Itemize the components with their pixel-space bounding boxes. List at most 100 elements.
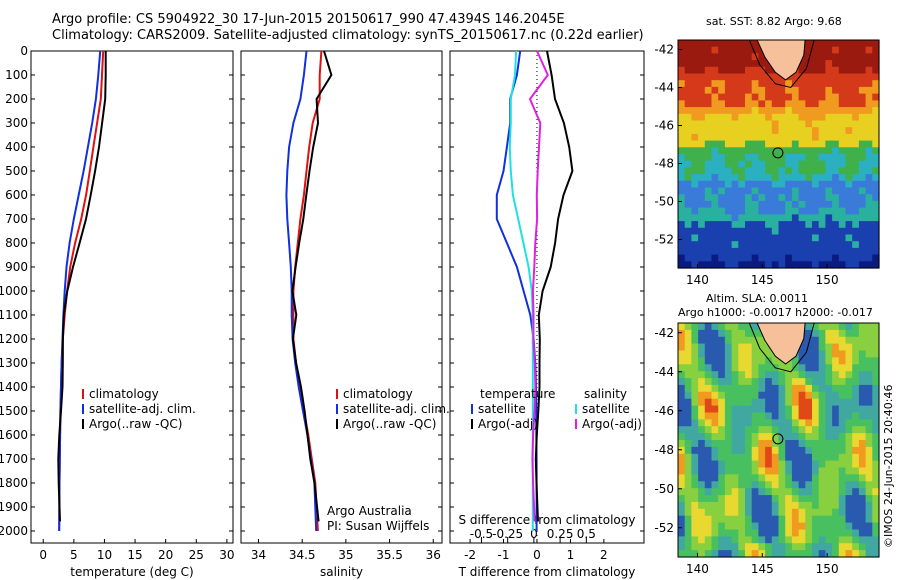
- map-cell: [731, 419, 739, 427]
- map-cell: [825, 53, 833, 61]
- map-cell: [718, 200, 726, 209]
- map-cell: [724, 336, 733, 345]
- map-cell: [738, 154, 746, 162]
- map-cell: [691, 107, 699, 115]
- lat-tick-label: -48: [654, 443, 674, 457]
- map-cell: [745, 529, 753, 537]
- map-cell: [818, 329, 826, 338]
- map-cell: [684, 536, 692, 544]
- map-cell: [872, 323, 880, 331]
- depth-tick-label: 1700: [0, 452, 28, 466]
- map-cell: [791, 147, 800, 155]
- map-cell: [745, 508, 753, 517]
- map-cell: [738, 440, 746, 448]
- map-cell: [704, 60, 713, 68]
- map-cell: [865, 93, 873, 101]
- map-cell: [845, 412, 853, 420]
- map-cell: [818, 174, 826, 182]
- lat-tick-label: -48: [654, 157, 674, 171]
- map-cell: [805, 107, 813, 115]
- map-frame: [677, 39, 880, 269]
- map-cell: [711, 66, 719, 75]
- map-cell: [852, 550, 860, 558]
- map-cell: [724, 419, 733, 427]
- map-cell: [778, 501, 786, 510]
- map-cell: [778, 495, 786, 503]
- map-cell: [852, 440, 860, 448]
- map-cell: [751, 515, 759, 524]
- map-cell: [812, 446, 820, 455]
- map-cell: [704, 323, 713, 331]
- map-cell: [845, 80, 853, 88]
- panel-temperature: 0100200300400500600700800900100011001200…: [0, 44, 235, 579]
- map-cell: [858, 329, 867, 338]
- map-cell: [785, 508, 793, 517]
- map-cell: [724, 133, 733, 142]
- map-cell: [798, 167, 806, 175]
- map-cell: [711, 241, 719, 249]
- map-cell: [691, 214, 699, 222]
- map-cell: [865, 200, 873, 209]
- map-cell: [771, 488, 780, 496]
- map-cell: [812, 440, 820, 448]
- map-cell: [745, 460, 753, 469]
- map-cell: [691, 53, 699, 61]
- map-cell: [704, 120, 713, 128]
- map-cell: [838, 508, 847, 517]
- map-cell: [812, 529, 820, 537]
- map-cell: [812, 495, 820, 503]
- s-tick-label: 0.25: [547, 527, 574, 541]
- map-cell: [684, 133, 692, 142]
- map-cell: [858, 378, 867, 386]
- map-cell: [872, 398, 880, 407]
- map-cell: [691, 419, 699, 427]
- map-cell: [832, 180, 840, 189]
- map-cell: [778, 446, 786, 455]
- map-cell: [704, 405, 713, 414]
- map-cell: [718, 398, 726, 407]
- argo-location-marker: [772, 433, 784, 445]
- map-cell: [678, 60, 686, 68]
- map-cell: [798, 227, 806, 236]
- map-cell: [805, 481, 813, 489]
- map-cell: [845, 66, 853, 75]
- map-cell: [731, 508, 739, 517]
- map-cell: [832, 501, 840, 510]
- map-cell: [711, 254, 719, 262]
- map-cell: [818, 391, 826, 400]
- map-cell: [818, 378, 826, 386]
- map-cell: [771, 113, 780, 122]
- map-cell: [798, 550, 806, 558]
- map-cell: [785, 200, 793, 209]
- map-cell: [858, 73, 867, 81]
- map-cell: [738, 66, 746, 75]
- map-cell: [704, 107, 713, 115]
- map-cell: [711, 391, 719, 400]
- map-cell: [791, 167, 800, 175]
- map-cell: [818, 46, 826, 54]
- map-cell: [698, 187, 706, 195]
- map-cell: [798, 508, 806, 517]
- map-cell: [698, 329, 706, 338]
- map-cell: [812, 460, 820, 469]
- map-cell: [684, 350, 692, 358]
- map-cell: [751, 86, 759, 95]
- map-cell: [745, 501, 753, 510]
- map-cell: [865, 336, 873, 345]
- map-cell: [698, 460, 706, 469]
- map-cell: [691, 453, 699, 462]
- map-cell: [858, 53, 867, 61]
- map-cell: [872, 343, 880, 352]
- map-cell: [704, 227, 713, 236]
- map-cell: [771, 100, 780, 108]
- map-cell: [838, 495, 847, 503]
- map-cell: [704, 426, 713, 434]
- map-cell: [865, 481, 873, 489]
- map-cell: [765, 357, 773, 365]
- map-cell: [785, 467, 793, 475]
- map-cell: [738, 550, 746, 558]
- map-cell: [785, 261, 793, 269]
- map-cell: [718, 60, 726, 68]
- map-cell: [865, 254, 873, 262]
